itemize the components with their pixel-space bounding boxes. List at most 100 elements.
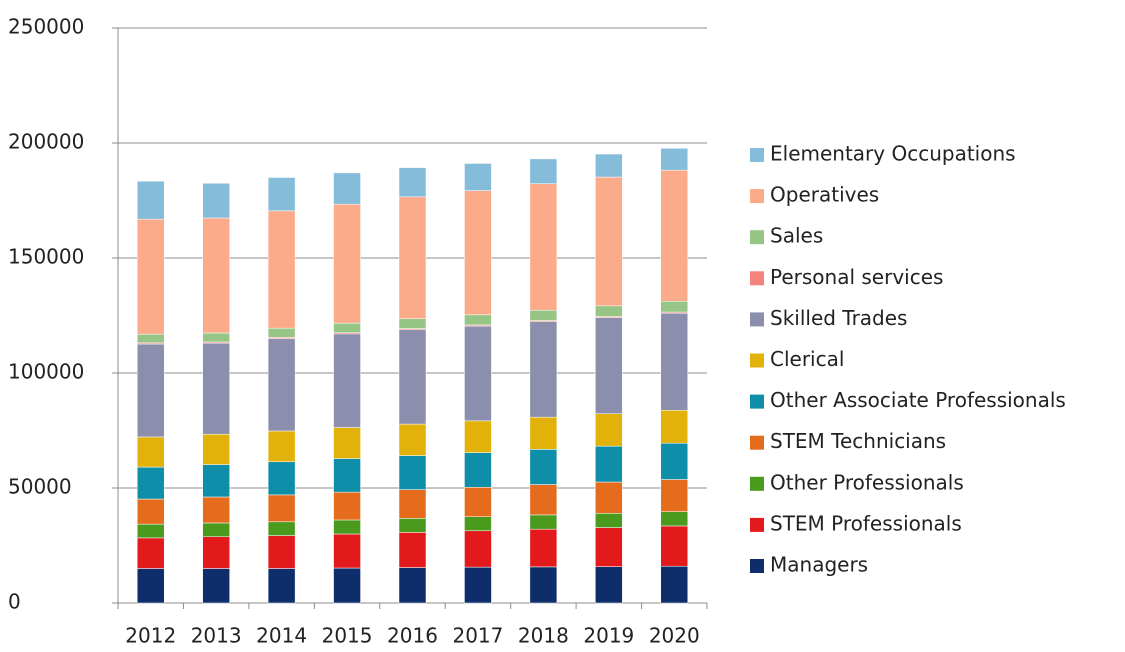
bar-segment (333, 322, 361, 333)
x-tick-label: 2016 (387, 624, 438, 648)
legend-swatch (750, 435, 764, 450)
bar-segment (464, 516, 492, 532)
bar-segment (595, 176, 623, 307)
bar-segment (660, 300, 689, 313)
bar-segment (398, 489, 427, 519)
legend-swatch (750, 230, 764, 245)
x-tick-label: 2019 (583, 624, 634, 648)
bar-segment (464, 314, 492, 326)
legend-label: Other Professionals (770, 470, 964, 494)
bar-segment (267, 461, 296, 496)
bar-segment (136, 180, 165, 220)
bar-segment (202, 568, 230, 604)
bar-segment (660, 525, 689, 567)
bar-segment (398, 455, 427, 490)
bar-segment (529, 321, 558, 418)
bar-segment (333, 533, 361, 569)
bar-segment (202, 522, 230, 538)
bar-segment (398, 423, 427, 456)
bar-segment (136, 466, 165, 500)
bar-segment (464, 325, 492, 422)
y-tick-label: 250000 (8, 15, 84, 39)
bar-segment (660, 148, 689, 171)
x-tick-label: 2015 (322, 624, 373, 648)
bar-segment (464, 452, 492, 488)
bar-segment (398, 318, 427, 329)
legend-swatch (750, 517, 764, 532)
bar-segment (267, 521, 296, 536)
x-tick-label: 2013 (191, 624, 242, 648)
bar-segment (595, 513, 623, 528)
bar-segment (202, 464, 230, 498)
legend-swatch (750, 271, 764, 286)
bar-segment (267, 568, 296, 604)
bar-segment (267, 210, 296, 329)
bar-segment (660, 442, 689, 480)
bar-segment (464, 190, 492, 316)
bar-segment (660, 169, 689, 302)
x-tick-label: 2020 (649, 624, 700, 648)
bar-segment (595, 153, 623, 178)
bar-segment (529, 416, 558, 450)
bar-segment (464, 420, 492, 453)
bar-segment (333, 458, 361, 493)
bar-segment (202, 183, 230, 219)
y-tick-label: 0 (8, 590, 21, 614)
bar-segment (595, 527, 623, 567)
bar-segment (398, 518, 427, 533)
bar-segment (529, 183, 558, 311)
bar-segment (595, 481, 623, 514)
bar-segment (529, 449, 558, 485)
bar-segment (529, 514, 558, 530)
legend-label: Managers (770, 553, 868, 577)
bar-segment (136, 343, 165, 438)
bar-segment (398, 196, 427, 319)
bar-segment (333, 333, 361, 428)
bar-segment (660, 410, 689, 444)
legend-swatch (750, 559, 764, 573)
y-tick-label: 50000 (8, 475, 72, 499)
bar-segment (398, 167, 427, 198)
bar-segment (202, 496, 230, 524)
legend-label: Elementary Occupations (770, 142, 1016, 166)
x-tick-label: 2017 (452, 624, 503, 648)
legend-swatch (750, 148, 764, 162)
y-tick-label: 100000 (8, 360, 84, 384)
bar-segment (660, 565, 689, 604)
bar-segment (595, 413, 623, 447)
bar-segment (529, 566, 558, 604)
bar-segment (202, 217, 230, 334)
legend-swatch (750, 476, 764, 491)
bar-segment (660, 312, 689, 411)
legend-label: Personal services (770, 265, 943, 289)
bar-segment (267, 338, 296, 432)
bar-segment (136, 568, 165, 604)
bar-segment (595, 445, 623, 483)
bar-segment (398, 567, 427, 604)
legend-label: Sales (770, 224, 823, 248)
x-tick-label: 2012 (125, 624, 176, 648)
legend-swatch (750, 189, 764, 204)
bar-segment (464, 487, 492, 517)
legend-swatch (750, 394, 764, 409)
bar-segment (464, 163, 492, 191)
bar-segment (136, 218, 165, 335)
bar-segment (595, 317, 623, 414)
x-tick-label: 2014 (256, 624, 307, 648)
bar-segment (333, 203, 361, 324)
bar-segment (267, 535, 296, 569)
legend-label: STEM Professionals (770, 511, 962, 535)
legend-label: Operatives (770, 183, 879, 207)
bar-segment (267, 327, 296, 338)
bar-segment (595, 566, 623, 604)
bar-segment (529, 528, 558, 568)
bar-segment (202, 536, 230, 569)
x-tick-label: 2018 (518, 624, 569, 648)
legend-label: Other Associate Professionals (770, 388, 1066, 412)
bar-segment (398, 532, 427, 568)
y-tick-label: 200000 (8, 130, 84, 154)
bar-segment (595, 305, 623, 317)
bar-segment (660, 479, 689, 512)
bar-segment (136, 498, 165, 525)
